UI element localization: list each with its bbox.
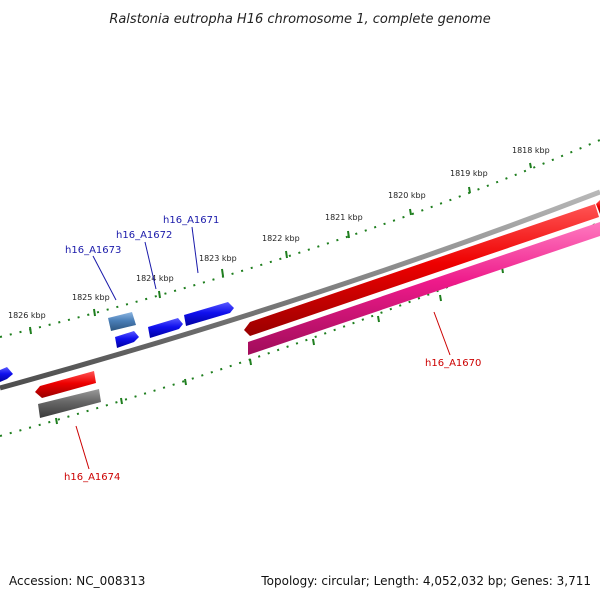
ruler-label: 1821 kbp xyxy=(325,213,363,222)
inner-ruler-dots xyxy=(0,221,600,437)
ruler-label: 1822 kbp xyxy=(262,234,300,243)
gene-steelblue[interactable] xyxy=(108,312,136,331)
chromosome-backbone xyxy=(0,189,600,391)
gene-cds-red-edge[interactable] xyxy=(596,200,600,214)
ruler-label: 1823 kbp xyxy=(199,254,237,263)
gene-label-h16-A1673[interactable]: h16_A1673 xyxy=(65,245,121,256)
leader-h16-A1673 xyxy=(92,255,117,301)
ruler-major-tick xyxy=(93,308,96,317)
gene-gray[interactable] xyxy=(38,389,101,418)
map-title: Ralstonia eutropha H16 chromosome 1, com… xyxy=(109,12,490,27)
topology-text: Topology: circular; Length: 4,052,032 bp… xyxy=(261,574,591,588)
gene-labels: h16_A1671 h16_A1672 h16_A1673 h16_A1670 … xyxy=(64,215,481,483)
ruler-major-tick xyxy=(120,397,123,405)
gene-label-h16-A1672[interactable]: h16_A1672 xyxy=(116,230,172,241)
gene-label-h16-A1671[interactable]: h16_A1671 xyxy=(163,215,219,226)
outer-ruler xyxy=(0,139,600,338)
ruler-major-tick xyxy=(439,294,442,302)
ruler-major-tick xyxy=(529,162,532,169)
ruler-major-tick xyxy=(312,338,315,346)
gene-label-h16-A1674[interactable]: h16_A1674 xyxy=(64,472,120,483)
gene-cds-red-long[interactable] xyxy=(244,204,599,336)
ruler-label: 1819 kbp xyxy=(450,169,488,178)
ruler-label: 1825 kbp xyxy=(72,293,110,302)
gene-label-h16-A1670[interactable]: h16_A1670 xyxy=(425,358,481,369)
ruler-major-tick xyxy=(55,417,58,425)
ruler-major-tick xyxy=(409,208,412,216)
leader-h16-A1672 xyxy=(144,241,157,290)
ruler-major-tick xyxy=(29,326,32,335)
forward-genes xyxy=(0,302,234,382)
leader-h16-A1671 xyxy=(191,226,199,274)
ruler-major-tick xyxy=(184,378,187,386)
ruler-major-tick xyxy=(468,186,471,194)
ruler-label: 1824 kbp xyxy=(136,274,174,283)
leader-h16-A1674 xyxy=(75,425,90,470)
ruler-major-tick xyxy=(377,315,380,323)
gene-leaders xyxy=(75,226,451,470)
accession-text: Accession: NC_008313 xyxy=(9,574,146,588)
leader-h16-A1670 xyxy=(433,311,451,356)
ruler-major-tick xyxy=(347,230,350,239)
gene-h16-A1674[interactable] xyxy=(35,371,96,398)
gene-h16-A1673[interactable] xyxy=(115,331,139,348)
ruler-major-tick xyxy=(249,358,252,366)
ruler-label: 1820 kbp xyxy=(388,191,426,200)
ruler-major-tick xyxy=(285,250,288,259)
gene-fragment-left[interactable] xyxy=(0,367,13,382)
ruler-major-tick xyxy=(158,290,161,299)
ruler-major-tick xyxy=(221,268,224,277)
ruler-label: 1818 kbp xyxy=(512,146,550,155)
gene-h16-A1670[interactable] xyxy=(248,222,600,355)
gene-h16-A1671[interactable] xyxy=(184,302,234,326)
reverse-genes xyxy=(35,200,600,418)
ruler-labels: 1818 kbp 1819 kbp 1820 kbp 1821 kbp 1822… xyxy=(8,146,550,320)
ruler-label: 1826 kbp xyxy=(8,311,46,320)
gene-h16-A1672[interactable] xyxy=(148,318,183,338)
